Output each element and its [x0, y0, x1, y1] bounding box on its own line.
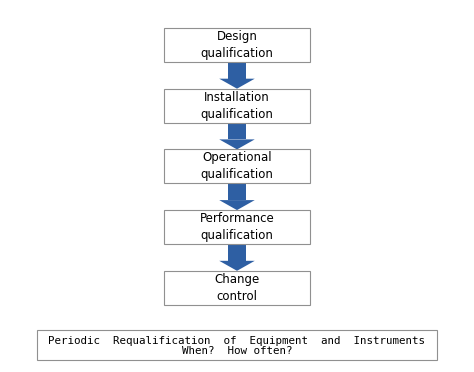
Text: Change
control: Change control: [214, 273, 260, 303]
Text: Installation
qualification: Installation qualification: [201, 91, 273, 121]
Polygon shape: [219, 200, 255, 210]
Polygon shape: [219, 261, 255, 271]
Polygon shape: [219, 140, 255, 150]
Text: Performance
qualification: Performance qualification: [200, 212, 274, 242]
FancyBboxPatch shape: [164, 28, 310, 62]
Polygon shape: [228, 244, 246, 261]
Polygon shape: [228, 183, 246, 200]
FancyBboxPatch shape: [164, 271, 310, 305]
FancyBboxPatch shape: [164, 210, 310, 244]
FancyBboxPatch shape: [37, 330, 437, 360]
Text: Operational
qualification: Operational qualification: [201, 151, 273, 182]
FancyBboxPatch shape: [164, 150, 310, 183]
Polygon shape: [228, 123, 246, 140]
Polygon shape: [228, 62, 246, 79]
Polygon shape: [219, 79, 255, 89]
FancyBboxPatch shape: [164, 89, 310, 123]
Text: When?  How often?: When? How often?: [182, 346, 292, 356]
Text: Periodic  Requalification  of  Equipment  and  Instruments: Periodic Requalification of Equipment an…: [48, 336, 426, 346]
Text: Design
qualification: Design qualification: [201, 30, 273, 60]
